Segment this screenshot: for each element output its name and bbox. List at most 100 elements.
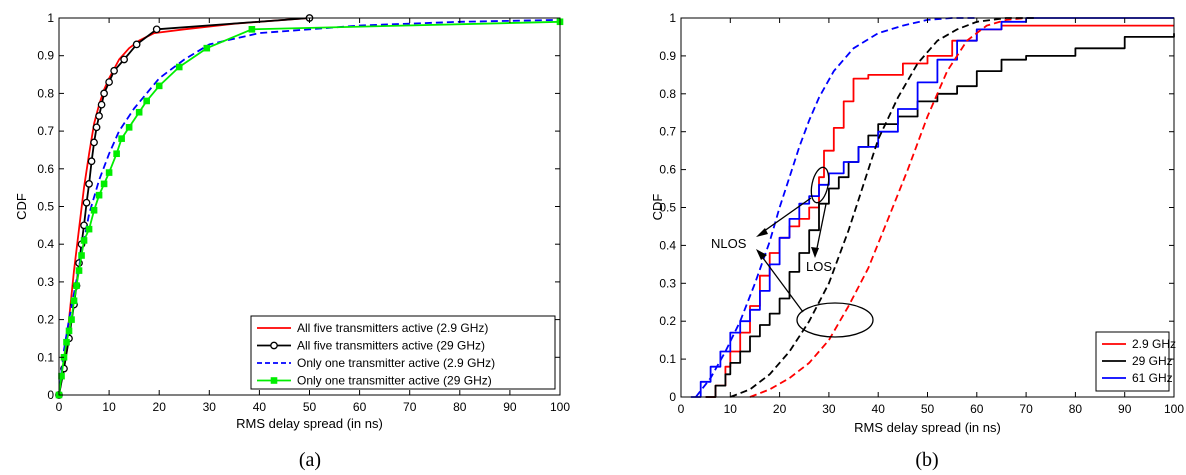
y-axis-label-b: CDF: [650, 194, 665, 221]
legend-label-a-1: All five transmitters active (29 GHz): [297, 339, 485, 353]
x-tick-label-a-3: 30: [203, 400, 217, 414]
legend-label-a-2: Only one transmitter active (2.9 GHz): [297, 356, 495, 370]
series-line-b-2: [690, 17, 1174, 398]
los-arrow: [815, 203, 827, 254]
annotation-layer-b: [756, 166, 874, 338]
series-line-a-0: [58, 17, 310, 396]
x-tick-label-a-7: 70: [403, 400, 417, 414]
data-point-a-3-1: [58, 372, 65, 380]
legend-box-a: [250, 315, 556, 390]
x-tick-label-a-6: 60: [353, 400, 367, 414]
data-point-a-3-16: [113, 150, 120, 158]
x-axis-label-b: RMS delay spread (in ns): [854, 420, 1001, 435]
data-point-a-1-16: [105, 78, 113, 86]
y-tick-label-a-0: 0: [47, 388, 54, 402]
x-tick-label-b-6: 60: [970, 402, 984, 416]
data-point-a-3-11: [85, 225, 93, 233]
x-tick-label-a-8: 80: [453, 400, 467, 414]
nlos-arrow-lower: [759, 253, 804, 313]
nlos-arrowhead-upper: [756, 228, 768, 237]
y-tick-label-b-2: 0.2: [659, 314, 676, 328]
x-tick-label-b-0: 0: [678, 402, 685, 416]
x-tick-label-b-5: 50: [921, 402, 935, 416]
y-tick-label-a-4: 0.4: [37, 237, 54, 251]
ticks-layer-b: 0 10 20 30 40 50 60 70 80 90 100 0 0.1 0.2 0.3 0.4 0.5 0.…: [659, 11, 1184, 416]
legend-items-b: 2.9 GHz 29 GHz 61 GHz: [1102, 337, 1176, 385]
legend-label-b-1: 29 GHz: [1132, 354, 1173, 368]
x-tick-label-a-10: 100: [550, 400, 570, 414]
y-tick-label-a-2: 0.2: [37, 313, 54, 327]
data-point-a-1-17: [110, 66, 118, 75]
y-tick-label-a-10: 1: [47, 11, 54, 25]
x-tick-label-b-9: 90: [1118, 402, 1132, 416]
los-ellipse: [796, 302, 874, 338]
x-tick-label-b-10: 100: [1164, 402, 1184, 416]
y-tick-label-a-3: 0.3: [37, 275, 54, 289]
series-layer-a: [55, 14, 564, 399]
caption-b: (b): [915, 449, 938, 471]
series-markers-a-3: [55, 18, 564, 399]
x-tick-label-a-4: 40: [253, 400, 267, 414]
caption-a: (a): [299, 449, 321, 471]
x-tick-label-b-3: 30: [822, 402, 836, 416]
y-tick-label-b-3: 0.3: [659, 276, 676, 290]
data-point-a-3-20: [143, 97, 150, 105]
data-point-a-3-8: [75, 267, 83, 274]
x-tick-label-a-0: 0: [56, 400, 63, 414]
data-point-a-3-23: [203, 44, 211, 52]
x-tick-label-a-2: 20: [153, 400, 167, 414]
x-axis-label-a: RMS delay spread (in ns): [236, 416, 383, 431]
data-point-a-3-6: [70, 297, 78, 305]
y-tick-label-b-5: 0.5: [659, 201, 676, 215]
series-line-b-4: [729, 17, 1036, 398]
annotation-nlos: NLOS: [711, 236, 747, 251]
y-tick-label-a-5: 0.5: [37, 200, 54, 214]
data-point-a-1-10: [87, 157, 96, 166]
legend-label-b-0: 2.9 GHz: [1132, 337, 1176, 351]
data-point-a-3-13: [95, 191, 103, 199]
chart-panel-a: 0 10 20 30 40 50 60 70 80 90 100 0 0.1 0.2 0.3 0.4 0.5 0.…: [14, 11, 570, 471]
y-tick-label-a-6: 0.6: [37, 162, 54, 176]
nlos-ellipse: [810, 166, 830, 204]
y-tick-label-b-4: 0.4: [659, 238, 676, 252]
data-point-a-3-21: [155, 82, 163, 90]
data-point-a-3-19: [135, 108, 143, 116]
y-tick-label-b-8: 0.8: [659, 87, 676, 101]
data-point-a-1-9: [85, 180, 93, 188]
data-point-a-3-10: [80, 237, 88, 244]
y-tick-label-a-9: 0.9: [37, 49, 54, 63]
legend-label-a-0: All five transmitters active (2.9 GHz): [297, 321, 488, 335]
x-tick-label-b-2: 20: [773, 402, 787, 416]
y-tick-label-b-0: 0: [669, 390, 676, 404]
annotation-los: LOS: [806, 259, 832, 274]
series-line-b-3: [749, 17, 1027, 398]
y-tick-label-a-7: 0.7: [37, 124, 54, 138]
data-point-a-3-22: [175, 63, 183, 71]
y-tick-label-a-8: 0.8: [37, 86, 54, 100]
legend-a: All five transmitters active (2.9 GHz) Al…: [250, 315, 556, 390]
y-tick-label-a-1: 0.1: [37, 350, 54, 364]
data-point-a-1-13: [95, 112, 103, 120]
data-point-a-1-15: [100, 89, 108, 98]
data-point-a-3-18: [125, 124, 133, 131]
legend-label-a-3: Only one transmitter active (29 GHz): [297, 374, 492, 388]
series-line-b-1: [705, 33, 1175, 398]
x-tick-label-a-1: 10: [102, 400, 116, 414]
x-tick-label-b-1: 10: [724, 402, 738, 416]
data-point-a-1-11: [90, 138, 98, 147]
los-arrowhead: [811, 247, 819, 258]
y-tick-label-b-10: 1: [669, 11, 676, 25]
legend-marker-a-3: [270, 377, 278, 384]
data-point-a-1-20: [152, 25, 161, 34]
data-point-a-3-7: [73, 282, 80, 289]
series-line-b-5: [695, 17, 977, 398]
data-point-a-3-3: [63, 338, 70, 346]
ticks-layer-a: 0 10 20 30 40 50 60 70 80 90 100 0 0.1 0.2 0.3 0.4 0.5 0.…: [37, 11, 570, 414]
legend-marker-a-1: [270, 341, 278, 350]
series-layer-b: [690, 17, 1175, 398]
data-point-a-1-14: [97, 100, 106, 109]
data-point-a-1-12: [92, 123, 101, 132]
chart-panel-b: 0 10 20 30 40 50 60 70 80 90 100 0 0.1 0.2 0.3 0.4 0.5 0.…: [650, 11, 1184, 471]
y-axis-label-a: CDF: [14, 193, 29, 220]
data-point-a-3-14: [100, 180, 108, 188]
